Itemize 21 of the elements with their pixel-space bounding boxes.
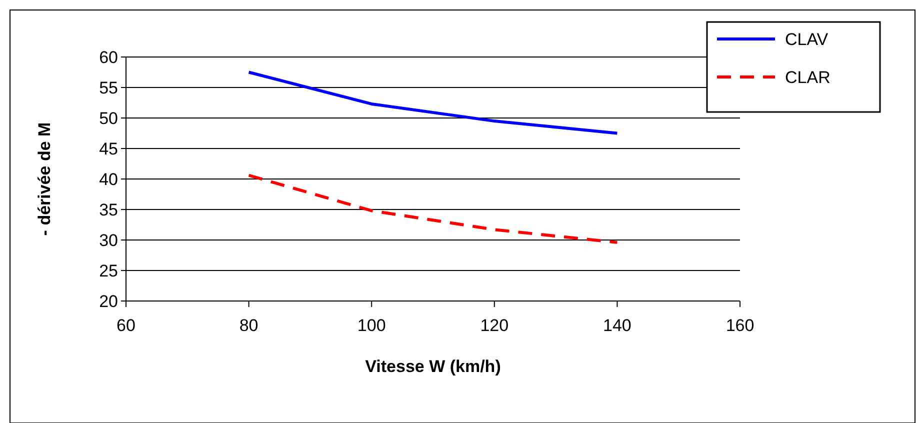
y-tick-label: 20 xyxy=(99,292,118,311)
x-axis-title: Vitesse W (km/h) xyxy=(365,357,501,376)
y-tick-label: 35 xyxy=(99,200,118,220)
x-tick-label: 120 xyxy=(480,316,509,335)
legend-label: CLAR xyxy=(785,68,830,87)
y-tick-label: 30 xyxy=(99,230,118,250)
line-series xyxy=(247,174,619,244)
y-tick-label: 50 xyxy=(99,108,118,128)
y-axis-title: - dérivée de M xyxy=(35,122,54,236)
x-tick-label: 60 xyxy=(116,316,136,335)
y-tick-label: 55 xyxy=(99,78,118,98)
x-tick-label: 160 xyxy=(726,316,754,335)
x-tick-label: 140 xyxy=(603,316,632,335)
x-tick-label: 80 xyxy=(239,316,258,335)
y-tick-label: 60 xyxy=(99,48,118,67)
y-tick-label: 40 xyxy=(99,170,118,189)
y-tick-label: 45 xyxy=(99,139,118,158)
y-tick-label: 25 xyxy=(99,261,118,280)
legend-label: CLAV xyxy=(785,30,829,49)
x-tick-label: 100 xyxy=(357,316,386,335)
line-series xyxy=(247,70,619,135)
